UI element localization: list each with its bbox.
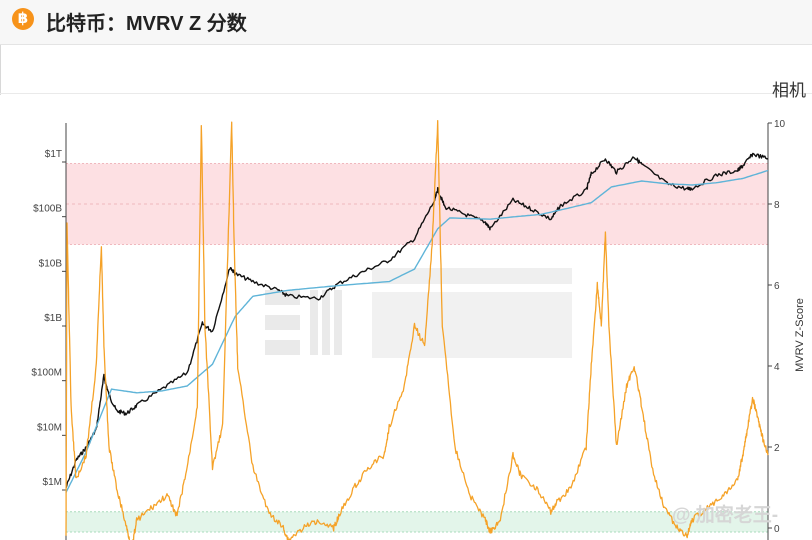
chart-header: ฿ 比特币：MVRV Z 分数 — [0, 0, 812, 45]
zscore-line — [65, 119, 769, 540]
left-tick-label: $1M — [43, 477, 62, 488]
panel-edge — [0, 45, 1, 95]
left-tick-label: $100B — [33, 204, 62, 215]
realized_price-line — [65, 169, 769, 493]
left-tick-label: $100M — [31, 368, 62, 379]
undervalued-band — [66, 511, 768, 533]
bitcoin-icon: ฿ — [12, 8, 34, 30]
right-tick-label: 2 — [774, 443, 780, 454]
logo-bar — [310, 290, 318, 355]
left-tick-label: $1B — [44, 313, 62, 324]
left-tick-label: $10B — [39, 258, 63, 269]
logo-stripe — [265, 290, 300, 305]
logo-stripe — [265, 340, 300, 355]
bitcoin-magazine-pro-logo — [265, 268, 572, 358]
page-title: 比特币：MVRV Z 分数 — [46, 13, 247, 35]
right-tick-label: 6 — [774, 281, 780, 292]
logo-stripe — [265, 315, 300, 330]
right-tick-label: 10 — [774, 119, 786, 130]
right-axis-label: MVRV Z-Score — [794, 298, 806, 372]
watermark: @ 加密老王- — [672, 505, 779, 526]
logo-wordmark-top — [372, 268, 572, 284]
logo-wordmark — [372, 292, 572, 358]
right-tick-label: 4 — [774, 362, 780, 373]
logo-bar — [334, 290, 342, 355]
camera-label[interactable]: 相机 — [772, 81, 806, 100]
right-tick-label: 8 — [774, 200, 780, 211]
right-tick-label: 0 — [774, 524, 780, 535]
left-tick-label: $1T — [45, 149, 62, 160]
toolbar-divider — [0, 93, 812, 94]
logo-bar — [322, 290, 330, 355]
left-tick-label: $10M — [37, 422, 62, 433]
